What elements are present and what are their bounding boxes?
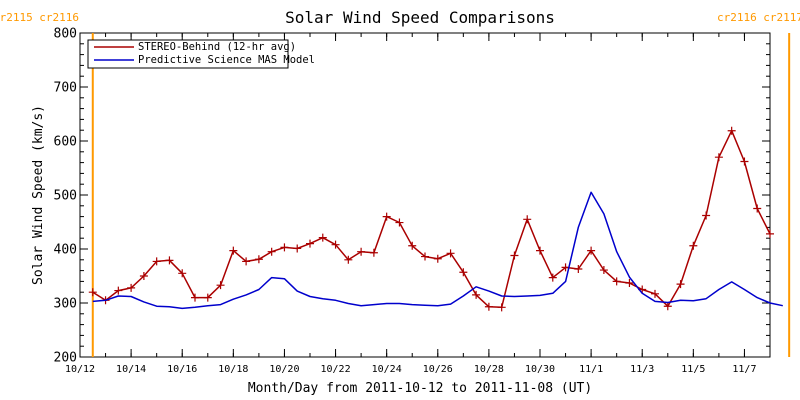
data-point [357,247,366,256]
legend-box [87,39,289,69]
legend: STEREO-Behind (12-hr avg) Predictive Sci… [87,39,315,69]
data-point [536,246,544,255]
x-tick-label: 10/30 [525,364,555,375]
data-point [497,303,506,312]
series-line-1 [92,191,783,310]
data-point [178,269,187,278]
data-point [421,252,429,261]
data-point [191,293,199,302]
data-point [548,273,557,282]
y-axis-label: Solar Wind Speed (km/s) [31,105,46,285]
data-point [254,255,263,264]
data-point [587,246,596,255]
data-point [472,290,481,299]
data-point [331,240,340,249]
y-tick-label: 800 [54,27,77,42]
x-tick-label: 11/1 [579,364,603,375]
y-tick-label: 200 [54,351,77,366]
carrington-rotation-label: cr2115 cr2116 [0,11,79,24]
data-point [165,256,174,265]
data-point [408,241,417,250]
x-tick-label: 10/14 [116,364,146,375]
y-tick-label: 700 [54,81,77,96]
data-point [523,215,532,224]
data-point [689,241,698,250]
y-tick-label: 300 [54,297,77,312]
data-point [318,233,327,242]
data-point [152,257,161,266]
data-point [484,302,493,311]
x-tick-label: 10/22 [321,364,351,375]
plot-area: 200 300 400 500 600 700 800 10/12 10/14 10/16 10/1… [0,11,800,375]
data-point [395,218,404,227]
data-point [574,264,583,273]
data-point [459,268,468,277]
data-point [740,157,749,166]
x-tick-label: 10/20 [269,364,299,375]
data-point [625,279,634,288]
data-point [242,257,251,266]
legend-label-mas-model: Predictive Science MAS Model [138,54,315,66]
data-point [306,239,314,248]
x-tick-label: 10/26 [423,364,453,375]
x-tick-label: 11/7 [732,364,756,375]
data-point [267,247,276,256]
carrington-rotation-label: cr2116 cr2117 [717,11,800,24]
data-point [344,255,353,264]
data-point [139,272,148,280]
x-tick-label: 10/24 [372,364,402,375]
x-tick-label: 10/16 [167,364,197,375]
x-tick-label: 11/3 [630,364,654,375]
data-point [702,211,711,220]
data-point [293,244,302,253]
data-point [651,289,659,298]
data-point [433,254,442,263]
data-point [446,249,455,258]
data-point [766,229,774,238]
x-axis-label: Month/Day from 2011-10-12 to 2011-11-08 … [248,381,592,396]
data-point [280,243,289,252]
x-tick-label: 10/12 [65,364,95,375]
series-line-0 [92,129,771,309]
chart-title: Solar Wind Speed Comparisons [285,8,555,27]
x-tick-label: 10/18 [218,364,248,375]
y-tick-label: 600 [54,135,77,150]
x-tick-label: 11/5 [681,364,705,375]
y-tick-label: 500 [54,189,77,204]
data-point [510,251,519,260]
data-point [127,283,136,292]
data-point [753,204,762,213]
data-point [727,126,736,135]
data-point [203,293,212,302]
data-point [229,246,238,255]
data-point [369,248,378,257]
data-point [216,281,225,290]
legend-label-stereo: STEREO-Behind (12-hr avg) [138,41,296,53]
data-point [114,286,123,295]
x-tick-label: 10/28 [474,364,504,375]
data-point [612,277,621,286]
data-point [88,288,97,297]
data-point [714,153,723,162]
data-point [599,266,608,275]
data-point [663,302,672,311]
data-point [382,212,391,221]
y-tick-label: 400 [54,243,77,258]
data-point [676,280,685,289]
